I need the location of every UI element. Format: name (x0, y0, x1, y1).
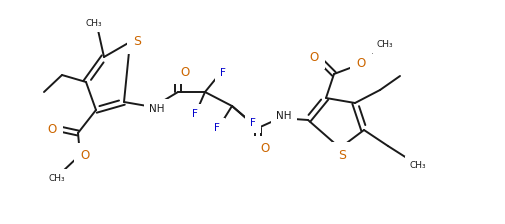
Text: F: F (249, 118, 256, 128)
Text: F: F (192, 109, 197, 119)
Text: CH₃: CH₃ (409, 161, 426, 170)
Text: CH₃: CH₃ (376, 39, 392, 49)
Text: S: S (337, 149, 345, 162)
Text: F: F (214, 123, 220, 133)
Text: O: O (260, 142, 269, 155)
Text: O: O (180, 65, 189, 78)
Text: O: O (80, 149, 89, 162)
Text: O: O (309, 50, 318, 63)
Text: CH₃: CH₃ (48, 174, 65, 183)
Text: S: S (133, 34, 141, 47)
Text: NH: NH (276, 111, 291, 121)
Text: F: F (220, 68, 226, 78)
Text: O: O (47, 123, 57, 136)
Text: CH₃: CH₃ (85, 19, 102, 28)
Text: NH: NH (149, 104, 165, 114)
Text: O: O (356, 56, 365, 69)
